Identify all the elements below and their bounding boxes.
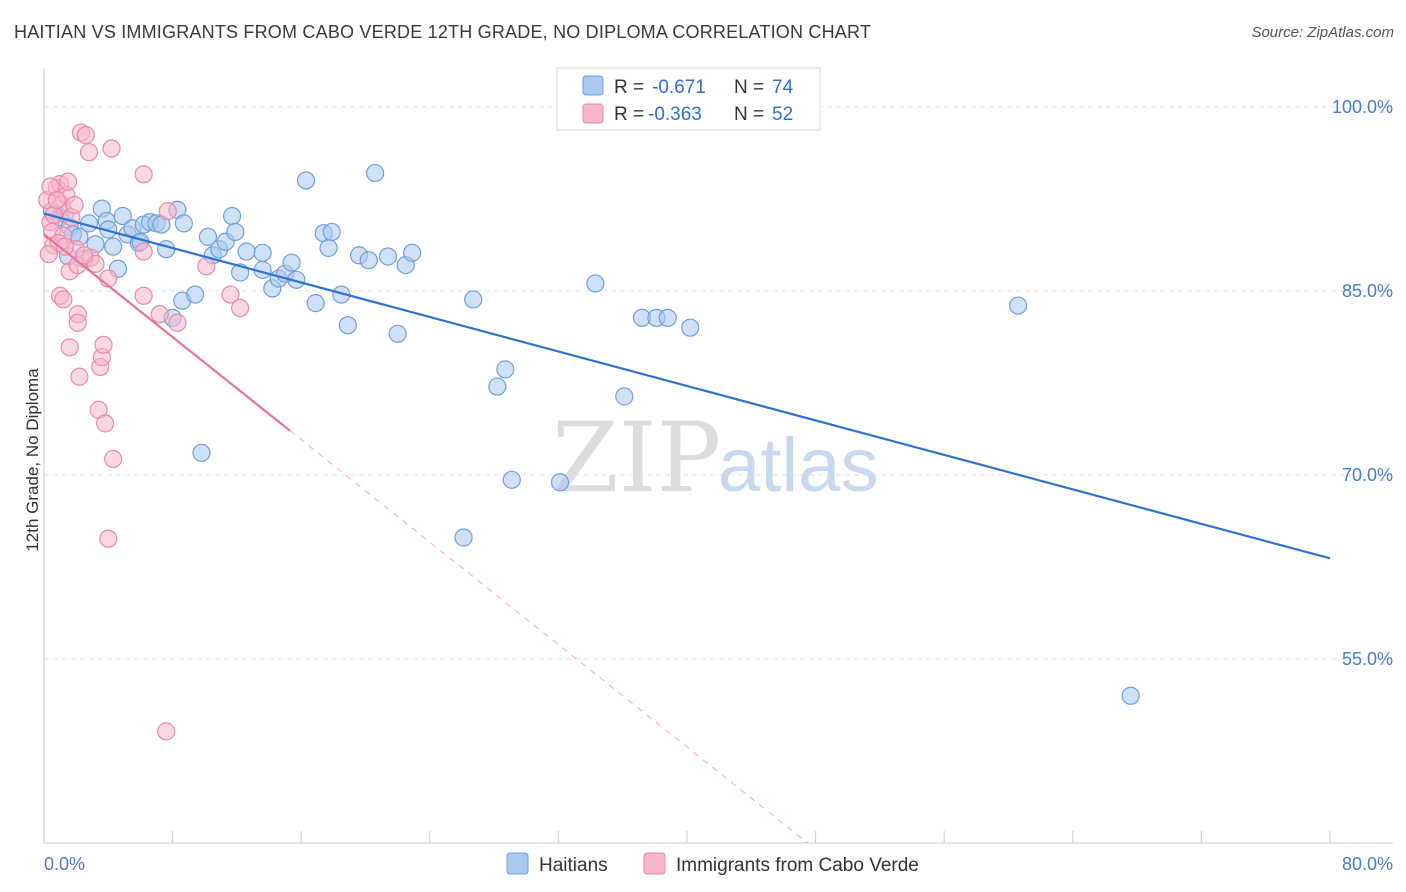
point-series1-17: [60, 338, 79, 357]
point-series0-65: [615, 387, 634, 406]
legend-n-value-0: 74: [772, 77, 794, 98]
point-series1-32: [102, 139, 121, 158]
point-series0-49: [338, 316, 357, 335]
point-series1-45: [39, 244, 58, 264]
correlation-legend: R = -0.671 N = 74 R = -0.363 N = 52: [556, 67, 821, 131]
point-series0-57: [192, 443, 211, 462]
point-series0-59: [488, 377, 507, 396]
point-series0-43: [296, 171, 316, 190]
point-series1-23: [79, 143, 99, 162]
y-axis-title: 12th Grade, No Diploma: [23, 368, 42, 552]
point-series1-33: [104, 449, 123, 469]
watermark: ZIP atlas: [552, 402, 879, 514]
legend-n-value-1: 52: [772, 104, 793, 125]
legend-n-label-0: N =: [734, 77, 764, 98]
point-series0-14: [113, 206, 132, 226]
point-series0-44: [306, 294, 325, 313]
y-tick-labels: 100.0% 85.0% 70.0% 55.0%: [1332, 97, 1393, 669]
watermark-zip: ZIP: [552, 402, 721, 514]
point-series0-58: [464, 290, 483, 309]
point-series0-41: [282, 253, 301, 272]
point-series0-64: [586, 274, 605, 293]
point-series0-56: [403, 243, 422, 262]
point-series0-12: [104, 237, 123, 256]
point-series0-35: [237, 242, 256, 261]
point-series0-54: [388, 324, 407, 343]
point-series0-52: [366, 163, 385, 183]
y-tick-label-3: 55.0%: [1342, 649, 1393, 669]
point-series1-30: [95, 414, 115, 433]
point-series1-44: [157, 722, 176, 741]
y-tick-label-1: 85.0%: [1342, 281, 1393, 301]
legend-r-label-1: R =: [614, 104, 644, 125]
bottom-legend-swatch-haitians: [506, 852, 529, 875]
trend-line-series1: [43, 233, 291, 432]
point-series1-19: [68, 313, 87, 332]
trend-line-series0: [43, 212, 1331, 560]
point-series0-46: [319, 238, 338, 258]
point-series0-70: [1009, 296, 1028, 315]
bottom-legend-swatch-cabo-verde: [643, 852, 666, 875]
point-series0-63: [550, 473, 570, 492]
point-series1-38: [150, 305, 169, 324]
point-series1-36: [134, 242, 153, 261]
chart-title: HAITIAN VS IMMIGRANTS FROM CABO VERDE 12…: [14, 22, 872, 42]
point-series0-33: [226, 222, 245, 242]
legend-n-label-1: N =: [734, 104, 764, 125]
point-series0-68: [658, 308, 677, 327]
legend-swatch-haitians: [582, 75, 604, 96]
point-series0-36: [253, 243, 272, 262]
bottom-legend-label-cabo-verde: Immigrants from Cabo Verde: [676, 855, 919, 876]
point-series1-42: [221, 285, 240, 304]
point-series1-13: [54, 290, 73, 309]
x-tick-label-max: 80.0%: [1342, 854, 1393, 874]
point-series0-61: [502, 470, 521, 489]
series-cabo-verde-points: [38, 123, 250, 741]
point-series0-62: [454, 528, 473, 547]
legend-r-value-1: -0.363: [648, 104, 702, 125]
point-series0-25: [174, 214, 193, 233]
point-series0-69: [681, 318, 700, 337]
point-series0-28: [198, 227, 218, 246]
point-series1-41: [197, 257, 216, 276]
y-tick-label-2: 70.0%: [1342, 465, 1393, 485]
legend-r-value-0: -0.671: [652, 77, 706, 98]
point-series1-49: [75, 246, 94, 265]
y-tick-label-0: 100.0%: [1332, 97, 1393, 117]
point-series1-37: [134, 286, 153, 305]
legend-swatch-cabo-verde: [582, 103, 604, 124]
bottom-legend-label-haitians: Haitians: [539, 855, 608, 876]
point-series1-40: [168, 313, 187, 332]
point-series0-71: [1121, 686, 1140, 705]
series-legend: Haitians Immigrants from Cabo Verde: [506, 852, 919, 876]
point-series1-43: [231, 298, 250, 318]
x-tick-label-min: 0.0%: [44, 854, 85, 874]
trend-extension-series1: [289, 430, 808, 844]
point-series1-48: [55, 237, 74, 256]
point-series1-9: [59, 172, 78, 191]
source-credit: Source: ZipAtlas.com: [1251, 24, 1394, 41]
trend-lines: [43, 212, 1331, 844]
point-series1-39: [158, 202, 177, 221]
point-series0-53: [378, 247, 398, 266]
point-series1-35: [134, 165, 153, 184]
point-series0-32: [222, 206, 242, 226]
watermark-atlas: atlas: [718, 423, 879, 508]
point-series1-34: [99, 529, 118, 548]
point-series1-22: [76, 125, 95, 145]
point-series1-29: [94, 335, 113, 354]
point-series1-20: [70, 367, 89, 386]
point-series0-47: [322, 222, 341, 242]
point-series1-51: [65, 195, 84, 215]
point-series0-51: [359, 251, 378, 270]
point-series0-60: [496, 360, 515, 379]
legend-r-label-0: R =: [614, 77, 644, 98]
point-series0-27: [186, 285, 205, 304]
point-series1-50: [47, 190, 66, 210]
point-series0-22: [157, 240, 176, 259]
grid-lines: [44, 106, 1393, 660]
